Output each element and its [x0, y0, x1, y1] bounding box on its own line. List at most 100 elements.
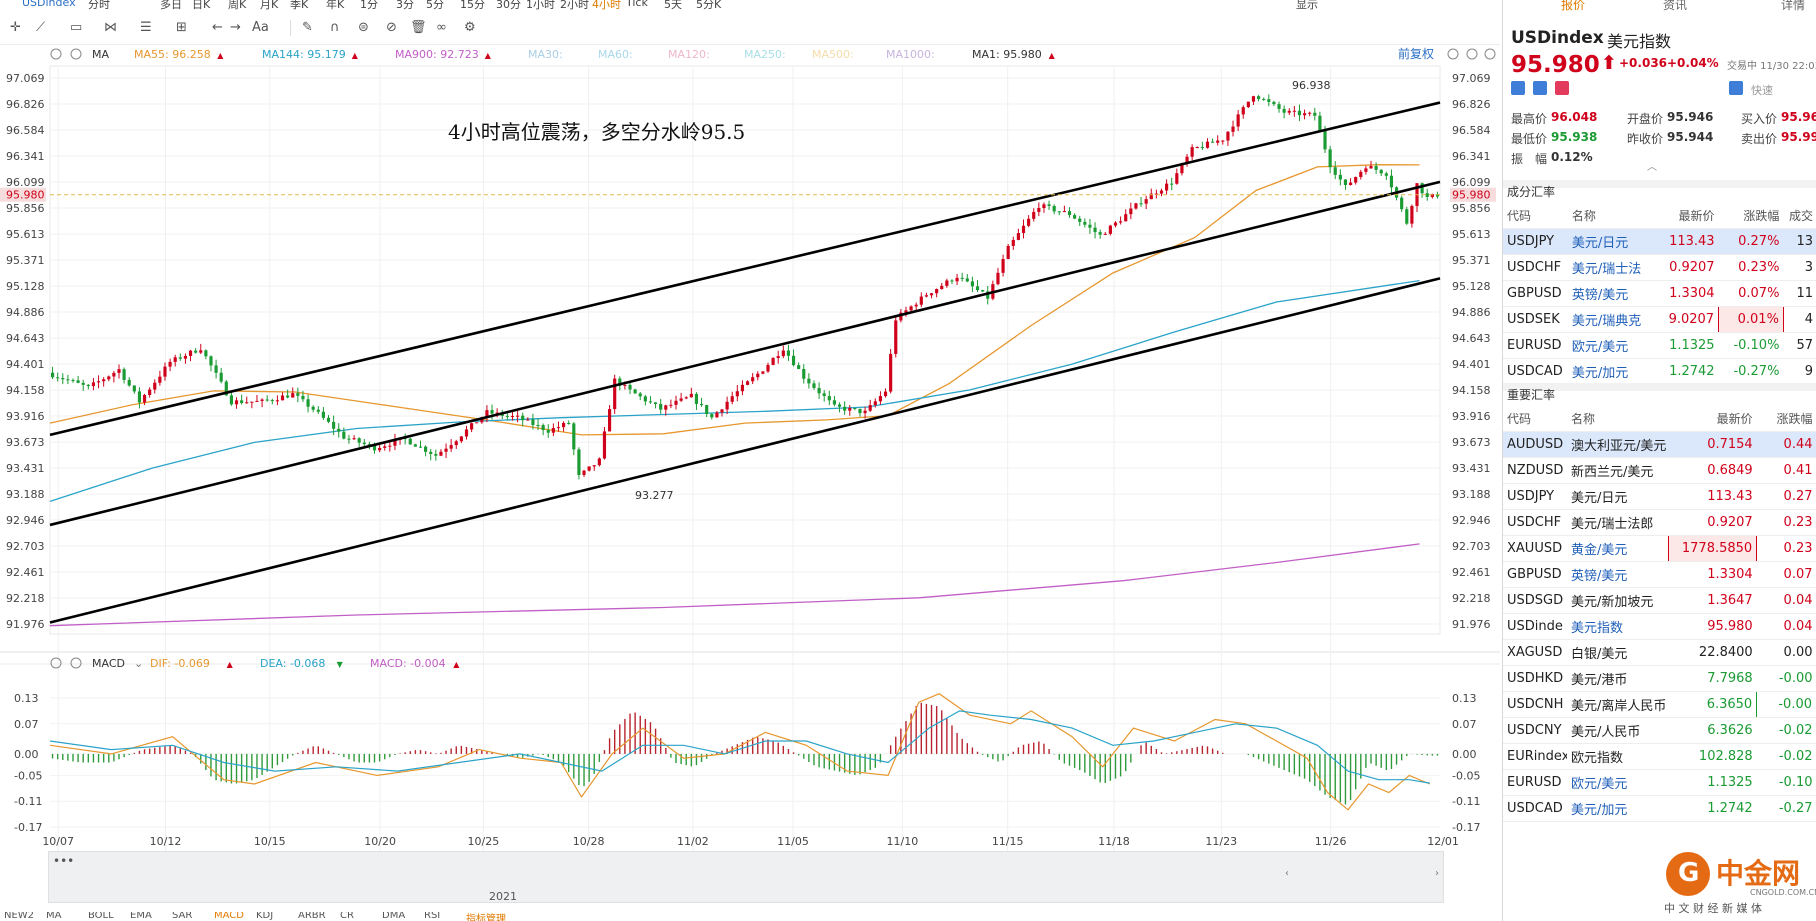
navigator-menu-icon[interactable]: ••• [53, 854, 75, 868]
table-row[interactable]: EURindex 欧元指数 102.828 -0.02 [1503, 743, 1816, 770]
trend-line-1[interactable] [49, 180, 1441, 527]
column-header[interactable]: 最新价 [1649, 203, 1719, 229]
price-chart[interactable]: 97.069 97.069 96.826 96.826 96.584 96.584 96.3… [0, 44, 1500, 904]
ma-settings-icon[interactable] [50, 48, 62, 60]
period-6[interactable]: 年K [326, 0, 345, 11]
brush-icon[interactable]: ✎ [302, 20, 313, 35]
indicator-11[interactable]: 指标管理 [466, 914, 506, 921]
period-9[interactable]: 5分 [426, 0, 444, 11]
period-3[interactable]: 周K [228, 0, 247, 11]
column-header[interactable]: 涨跌幅 [1756, 406, 1816, 432]
display-menu[interactable]: 显示 [1296, 0, 1318, 11]
macd-settings-icon[interactable] [50, 657, 62, 669]
indicator-1[interactable]: MA [46, 912, 62, 921]
column-header[interactable]: 涨跌幅 [1718, 203, 1784, 229]
measure-tool-icon[interactable]: ⊞ [176, 20, 187, 35]
crosshair-icon[interactable]: ✛ [10, 20, 21, 35]
symbol-tab[interactable]: USDindex [22, 0, 76, 9]
period-17[interactable]: 5分K [696, 0, 722, 11]
trend-line-2[interactable] [49, 277, 1441, 624]
period-12[interactable]: 1小时 [526, 0, 555, 11]
period-2[interactable]: 日K [192, 0, 211, 11]
period-7[interactable]: 1分 [360, 0, 378, 11]
redo-icon[interactable]: → [230, 20, 241, 35]
indicator-8[interactable]: CR [340, 912, 354, 921]
indicator-10[interactable]: RSI [424, 912, 441, 921]
close-chart-icon[interactable] [1484, 48, 1496, 60]
table-row[interactable]: GBPUSD 英镑/美元 1.3304 0.07% 11 [1503, 280, 1816, 307]
period-13[interactable]: 2小时 [560, 0, 589, 11]
zoom-out-icon[interactable] [1447, 48, 1459, 60]
favorite-icon[interactable] [1555, 81, 1569, 95]
trash-icon[interactable]: 🗑 [410, 20, 427, 35]
table-row[interactable]: USDCAD 美元/加元 1.2742 -0.27% 9 [1503, 358, 1816, 385]
magnet-icon[interactable]: ∩ [330, 20, 340, 35]
column-header[interactable]: 代码 [1503, 406, 1567, 432]
table-row[interactable]: GBPUSD 英镑/美元 1.3304 0.07 [1503, 561, 1816, 588]
tab-news[interactable]: 资讯 [1663, 0, 1688, 12]
table-row[interactable]: USDHKD 美元/港币 7.7968 -0.00 [1503, 665, 1816, 692]
period-11[interactable]: 30分 [496, 0, 521, 11]
zoom-in-icon[interactable] [1466, 48, 1478, 60]
trend-line-0[interactable] [49, 101, 1441, 437]
lock-drawing-icon[interactable]: ⊜ [358, 20, 369, 35]
column-header[interactable]: 名称 [1567, 203, 1650, 229]
bell-icon[interactable] [1729, 81, 1743, 95]
gear-icon[interactable]: ⚙ [464, 20, 476, 35]
table-row[interactable]: AUDUSD 澳大利亚元/美元 0.7154 0.44 [1503, 431, 1816, 458]
table-row[interactable]: XAGUSD 白银/美元 22.8400 0.00 [1503, 639, 1816, 666]
table-row[interactable]: USDCHF 美元/瑞士法郎 0.9207 0.23 [1503, 509, 1816, 536]
period-14[interactable]: 4小时 [592, 0, 621, 11]
table-row[interactable]: USDCAD 美元/加元 1.2742 -0.27 [1503, 795, 1816, 822]
table-row[interactable]: USDJPY 美元/日元 113.43 0.27 [1503, 483, 1816, 510]
period-5[interactable]: 季K [290, 0, 309, 11]
table-row[interactable]: USDCNH 美元/离岸人民币 6.3650 -0.00 [1503, 691, 1816, 718]
info-icon[interactable] [1533, 81, 1547, 95]
period-8[interactable]: 3分 [396, 0, 414, 11]
table-row[interactable]: USDCNY 美元/人民币 6.3626 -0.02 [1503, 717, 1816, 744]
macd-close-icon[interactable] [70, 657, 82, 669]
globe-icon[interactable] [1511, 81, 1525, 95]
navigator-left-handle-icon[interactable]: ‹ [1285, 868, 1289, 879]
text-tool-icon[interactable]: Aa [252, 20, 269, 35]
period-0[interactable]: 分时 [88, 0, 110, 11]
tab-quote[interactable]: 报价 [1561, 0, 1586, 12]
period-15[interactable]: Tick [626, 0, 648, 9]
column-header[interactable]: 代码 [1503, 203, 1568, 229]
ma-close-icon[interactable] [70, 48, 82, 60]
indicator-9[interactable]: DMA [382, 912, 406, 921]
link-icon[interactable]: ∞ [436, 20, 447, 35]
indicator-2[interactable]: BOLL [88, 912, 114, 921]
table-row[interactable]: EURUSD 欧元/美元 1.1325 -0.10% 57 [1503, 332, 1816, 359]
quick-order-button[interactable]: 快速 [1751, 84, 1773, 97]
fib-tool-icon[interactable]: ☰ [140, 20, 152, 35]
line-tool-icon[interactable]: ⟋ [36, 20, 46, 35]
table-row[interactable]: USDSEK 美元/瑞典克 9.0207 0.01% 4 [1503, 306, 1816, 333]
tab-detail[interactable]: 详情 [1781, 0, 1806, 12]
table-row[interactable]: USDCHF 美元/瑞士法 0.9207 0.23% 3 [1503, 254, 1816, 281]
period-1[interactable]: 多日 [160, 0, 182, 11]
table-row[interactable]: USDSGD 美元/新加坡元 1.3647 0.04 [1503, 587, 1816, 614]
table-row[interactable]: USDJPY 美元/日元 113.43 0.27% 13 [1503, 228, 1816, 255]
undo-icon[interactable]: ← [212, 20, 223, 35]
indicator-4[interactable]: SAR [172, 912, 193, 921]
indicator-6[interactable]: KDJ [256, 912, 274, 921]
period-16[interactable]: 5天 [664, 0, 682, 11]
indicator-7[interactable]: ARBR [298, 912, 326, 921]
indicator-3[interactable]: EMA [130, 912, 152, 921]
table-row[interactable]: NZDUSD 新西兰元/美元 0.6849 0.41 [1503, 457, 1816, 484]
period-4[interactable]: 月K [260, 0, 279, 11]
column-header[interactable]: 最新价 [1668, 406, 1757, 432]
shape-tool-icon[interactable]: ▭ [70, 20, 83, 35]
time-navigator[interactable]: ••• 2021 ‹ › [48, 851, 1444, 903]
column-header[interactable]: 名称 [1566, 406, 1668, 432]
table-row[interactable]: EURUSD 欧元/美元 1.1325 -0.10 [1503, 769, 1816, 796]
pattern-tool-icon[interactable]: ⋈ [104, 20, 117, 35]
period-10[interactable]: 15分 [460, 0, 485, 11]
indicator-0[interactable]: NEW2 [4, 912, 35, 921]
column-header[interactable]: 成交 [1783, 203, 1816, 229]
table-row[interactable]: USDinde 美元指数 95.980 0.04 [1503, 613, 1816, 640]
hide-drawing-icon[interactable]: ⊘ [386, 20, 397, 35]
navigator-right-handle-icon[interactable]: › [1435, 868, 1439, 879]
table-row[interactable]: XAUUSD 黄金/美元 1778.5850 0.23 [1503, 535, 1816, 562]
